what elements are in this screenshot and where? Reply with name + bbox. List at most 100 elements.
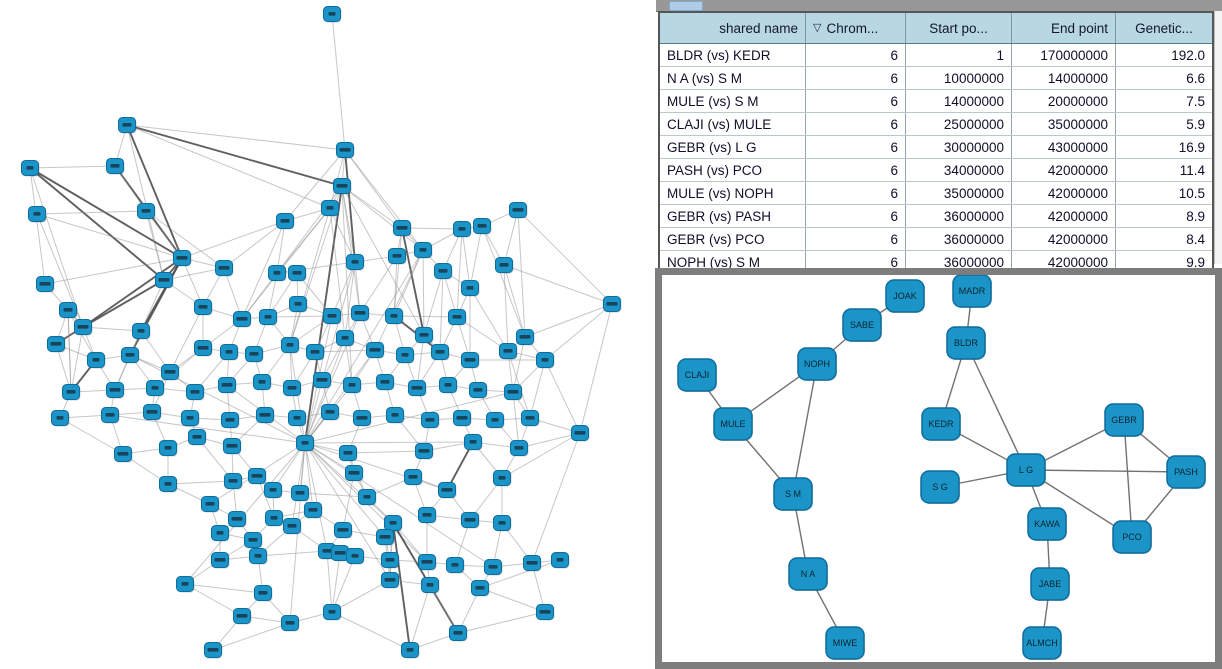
- network-node[interactable]: [345, 465, 364, 482]
- network-node[interactable]: [321, 200, 340, 217]
- network-node[interactable]: [384, 515, 403, 532]
- network-node[interactable]: [353, 410, 372, 427]
- network-node[interactable]: CLAJI: [677, 358, 717, 392]
- network-node[interactable]: [106, 382, 125, 399]
- network-node[interactable]: [346, 254, 365, 271]
- network-node[interactable]: S G: [920, 470, 960, 504]
- network-node[interactable]: [253, 374, 272, 391]
- network-node[interactable]: PASH: [1166, 455, 1206, 489]
- network-node[interactable]: [173, 250, 192, 267]
- network-node[interactable]: [264, 482, 283, 499]
- network-node[interactable]: [288, 410, 307, 427]
- network-node[interactable]: [323, 6, 342, 23]
- network-node[interactable]: [194, 340, 213, 357]
- network-node[interactable]: [495, 257, 514, 274]
- network-node[interactable]: KAWA: [1027, 507, 1067, 541]
- network-node[interactable]: [268, 265, 287, 282]
- network-node[interactable]: [603, 296, 622, 313]
- network-node[interactable]: [461, 352, 480, 369]
- network-node[interactable]: KEDR: [921, 407, 961, 441]
- network-node[interactable]: NOPH: [797, 347, 837, 381]
- network-node[interactable]: [336, 330, 355, 347]
- network-node[interactable]: [448, 309, 467, 326]
- column-header-genetic[interactable]: Genetic...: [1116, 13, 1212, 43]
- network-node[interactable]: [446, 557, 465, 574]
- network-node[interactable]: [418, 507, 437, 524]
- network-node[interactable]: L G: [1006, 453, 1046, 487]
- network-node[interactable]: S M: [773, 477, 813, 511]
- network-node[interactable]: [343, 377, 362, 394]
- network-node[interactable]: [211, 552, 230, 569]
- network-node[interactable]: [118, 117, 137, 134]
- network-node[interactable]: [366, 342, 385, 359]
- network-node[interactable]: [101, 407, 120, 424]
- network-node[interactable]: [146, 380, 165, 397]
- network-node[interactable]: [536, 604, 555, 621]
- network-node[interactable]: [245, 346, 264, 363]
- network-node[interactable]: [87, 352, 106, 369]
- network-node[interactable]: [381, 552, 400, 569]
- column-header-chromosome[interactable]: ▽ Chrom...: [806, 13, 906, 43]
- network-node[interactable]: [132, 323, 151, 340]
- network-node[interactable]: [259, 309, 278, 326]
- network-node[interactable]: PCO: [1112, 520, 1152, 554]
- table-row[interactable]: GEBR (vs) L G 6 30000000 43000000 16.9: [660, 136, 1212, 159]
- network-node[interactable]: [571, 425, 590, 442]
- network-node[interactable]: MULE: [713, 407, 753, 441]
- network-node[interactable]: [401, 642, 420, 659]
- network-node[interactable]: [155, 272, 174, 289]
- network-node[interactable]: [339, 445, 358, 462]
- network-node[interactable]: [418, 554, 437, 571]
- network-node[interactable]: [510, 440, 529, 457]
- network-node[interactable]: [215, 260, 234, 277]
- network-node[interactable]: [21, 160, 40, 177]
- network-node[interactable]: [523, 555, 542, 572]
- network-node[interactable]: [469, 382, 488, 399]
- network-node[interactable]: [464, 434, 483, 451]
- network-edge[interactable]: [792, 363, 818, 495]
- network-node[interactable]: [289, 296, 308, 313]
- network-node[interactable]: [516, 329, 535, 346]
- network-node[interactable]: [453, 221, 472, 238]
- network-node[interactable]: ALMCH: [1022, 626, 1062, 660]
- network-node[interactable]: [106, 158, 125, 175]
- network-node[interactable]: [181, 410, 200, 427]
- network-node[interactable]: [143, 404, 162, 421]
- network-node[interactable]: [288, 265, 307, 282]
- table-row[interactable]: GEBR (vs) PCO 6 36000000 42000000 8.4: [660, 228, 1212, 251]
- network-node[interactable]: [404, 469, 423, 486]
- network-node[interactable]: [221, 412, 240, 429]
- table-scrollbar[interactable]: [1214, 11, 1222, 264]
- network-node[interactable]: [461, 512, 480, 529]
- network-node[interactable]: [461, 280, 480, 297]
- network-node[interactable]: [358, 489, 377, 506]
- network-node[interactable]: [188, 429, 207, 446]
- network-node[interactable]: [281, 337, 300, 354]
- network-edge[interactable]: [965, 342, 1027, 471]
- network-node[interactable]: [376, 529, 395, 546]
- network-node[interactable]: [536, 352, 555, 369]
- network-node[interactable]: MADR: [952, 275, 992, 308]
- network-node[interactable]: [62, 384, 81, 401]
- network-node[interactable]: [351, 305, 370, 322]
- network-node[interactable]: [159, 440, 178, 457]
- network-node[interactable]: [220, 344, 239, 361]
- network-node[interactable]: [265, 510, 284, 527]
- network-node[interactable]: [504, 384, 523, 401]
- main-network-canvas[interactable]: [0, 0, 655, 669]
- network-node[interactable]: [388, 248, 407, 265]
- network-node[interactable]: [396, 347, 415, 364]
- network-node[interactable]: [431, 344, 450, 361]
- network-node[interactable]: [493, 470, 512, 487]
- network-node[interactable]: GEBR: [1104, 403, 1144, 437]
- network-node[interactable]: [313, 372, 332, 389]
- network-node[interactable]: [254, 585, 273, 602]
- network-node[interactable]: [393, 220, 412, 237]
- network-node[interactable]: [334, 522, 353, 539]
- network-node[interactable]: [484, 559, 503, 576]
- network-node[interactable]: [551, 552, 570, 569]
- network-node[interactable]: [201, 496, 220, 513]
- network-node[interactable]: [74, 319, 93, 336]
- network-node[interactable]: [509, 202, 528, 219]
- network-node[interactable]: [218, 377, 237, 394]
